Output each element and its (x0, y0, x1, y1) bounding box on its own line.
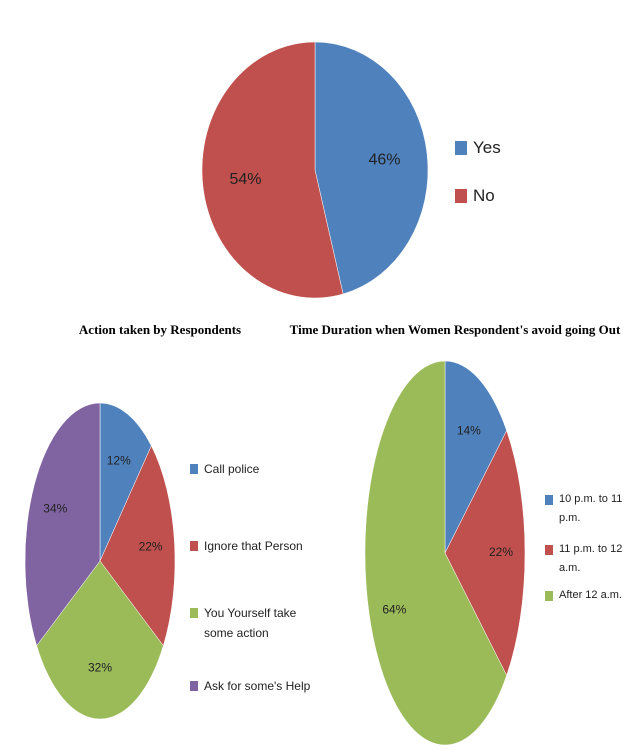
legend-item: Ignore that Person (190, 536, 315, 556)
data-label: 54% (229, 171, 261, 188)
legend-label: No (473, 186, 495, 205)
legend-label: Call police (204, 462, 260, 476)
data-label: 46% (368, 151, 400, 168)
pie-slice (99, 402, 152, 562)
legend-swatch (190, 608, 198, 618)
legend-item: Yes (455, 135, 555, 160)
legend-swatch (545, 544, 553, 555)
legend-item: Ask for some's Help (190, 676, 315, 696)
data-label: 22% (489, 545, 513, 559)
pie-slice (444, 429, 526, 677)
pie-slice (99, 445, 176, 647)
legend-swatch (455, 188, 467, 203)
data-label: 14% (457, 424, 481, 438)
legend-swatch (545, 494, 553, 505)
legend-item: 11 p.m. to 12 a.m. (545, 540, 643, 578)
pie-slice (444, 360, 507, 554)
pie-slice (36, 560, 164, 720)
pie-slice (314, 41, 429, 295)
legend-label: Ask for some's Help (204, 679, 311, 693)
legend-item: You Yourself take some action (190, 603, 315, 643)
chart-title: Action taken by Respondents (78, 322, 242, 337)
legend-item: After 12 a.m. (545, 586, 643, 605)
legend-item: No (455, 183, 555, 208)
data-label: 32% (88, 661, 112, 675)
legend-label: You Yourself take some action (204, 606, 297, 640)
pie-slice (364, 360, 507, 746)
legend-label: 11 p.m. to 12 a.m. (559, 543, 623, 574)
pie-slice (24, 402, 101, 647)
legend-swatch (545, 590, 553, 601)
data-label: 64% (382, 602, 406, 616)
chart-title: Time Duration when Women Respondent's av… (289, 322, 621, 337)
data-label: 22% (139, 540, 163, 554)
legend-swatch (190, 464, 198, 474)
legend-label: 10 p.m. to 11 p.m. (559, 493, 623, 524)
legend-item: 10 p.m. to 11 p.m. (545, 490, 643, 528)
legend-item: Call police (190, 459, 315, 479)
legend-label: Yes (473, 138, 501, 157)
legend-label: Ignore that Person (204, 539, 303, 553)
data-label: 12% (107, 453, 131, 467)
legend-swatch (190, 681, 198, 691)
data-label: 34% (43, 501, 67, 515)
legend-swatch (455, 140, 467, 155)
legend-swatch (190, 541, 198, 551)
legend-label: After 12 a.m. (559, 589, 622, 601)
pie-slice (201, 41, 344, 299)
